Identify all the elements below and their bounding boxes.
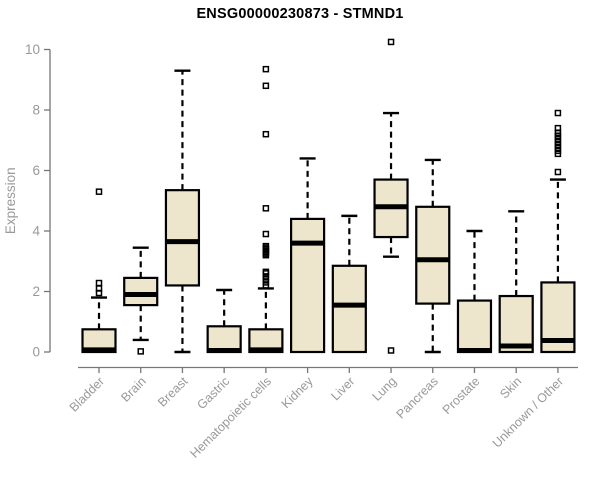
chart-title: ENSG00000230873 - STMND1 xyxy=(196,6,404,22)
outlier-point xyxy=(262,65,270,73)
box-plot-breast xyxy=(164,69,201,354)
outlier-point xyxy=(554,109,562,117)
box-plot-lung xyxy=(373,38,409,354)
y-tick-label: 8 xyxy=(32,103,40,118)
category-label: Hematopoietic cells xyxy=(187,374,274,461)
box-plot-hematopoietic-cells xyxy=(248,65,284,354)
box-plot-pancreas xyxy=(415,158,451,354)
box-plot-brain xyxy=(123,246,159,355)
box xyxy=(456,299,493,354)
category-label: Unknown / Other xyxy=(490,374,566,450)
outlier-point xyxy=(387,38,395,46)
y-tick-label: 6 xyxy=(32,163,40,178)
y-tick-label: 0 xyxy=(32,345,40,360)
category-label: Liver xyxy=(328,374,357,403)
box xyxy=(415,205,451,305)
box-plot-gastric xyxy=(206,288,242,354)
category-label: Pancreas xyxy=(394,374,441,421)
box xyxy=(123,276,159,307)
box-plot-unknown-other xyxy=(540,109,576,354)
box xyxy=(164,189,201,287)
box xyxy=(498,294,534,354)
category-label: Bladder xyxy=(67,374,107,414)
box-plot-skin xyxy=(498,210,534,354)
category-label: Prostate xyxy=(440,374,483,417)
outlier-point xyxy=(262,130,270,138)
category-label: Gastric xyxy=(194,374,232,412)
outlier-point xyxy=(262,230,270,238)
outlier-point xyxy=(262,82,270,90)
outlier-point xyxy=(95,188,103,195)
box xyxy=(331,264,367,354)
outlier-point xyxy=(262,268,270,276)
outlier-point xyxy=(554,124,562,132)
box-plot-liver xyxy=(331,214,367,354)
category-label: Skin xyxy=(497,374,524,401)
outlier-point xyxy=(554,168,562,176)
outlier-point xyxy=(262,205,270,212)
box-plot-kidney xyxy=(290,157,326,354)
y-tick-label: 4 xyxy=(32,224,40,239)
box-plot-prostate xyxy=(456,229,493,354)
category-label: Lung xyxy=(370,374,400,404)
category-label: Kidney xyxy=(279,374,316,411)
category-label: Breast xyxy=(155,374,191,410)
category-label: Brain xyxy=(118,374,149,405)
outlier-point xyxy=(262,242,270,250)
y-tick-label: 2 xyxy=(32,284,40,299)
box-plot-bladder xyxy=(81,188,117,354)
y-axis-title: Expression xyxy=(3,167,18,234)
outlier-point xyxy=(137,348,144,355)
outlier-point xyxy=(95,285,103,292)
outlier-point xyxy=(387,347,395,354)
box xyxy=(290,217,326,354)
y-tick-label: 10 xyxy=(25,42,40,57)
outlier-point xyxy=(95,279,103,287)
